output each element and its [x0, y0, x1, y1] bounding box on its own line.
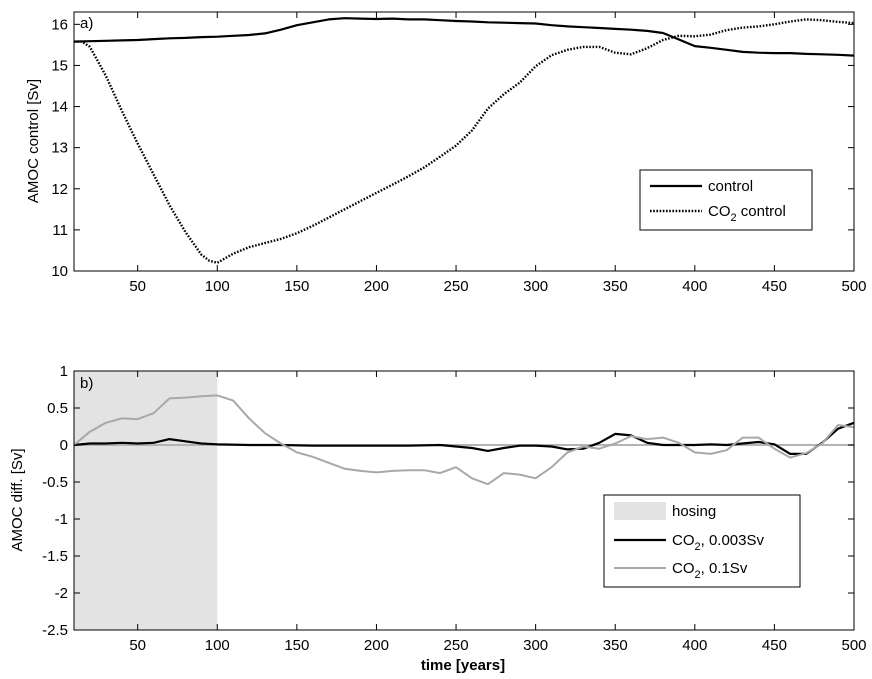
x-tick-label-b-400: 400	[682, 637, 707, 654]
y-tick-label-a-15: 15	[51, 57, 68, 74]
panel-a-series	[73, 17, 855, 264]
panel-b-ticks: 50 100 150 200 250 300 350 400 450 500 -2.5 -2 -1.5 -…	[42, 363, 866, 654]
legend-swatch-hosing	[614, 502, 666, 520]
y-tick-label-a-10: 10	[51, 263, 68, 280]
panel-b: 50 100 150 200 250 300 350 400 450 500 -2.5 -2 -1.5 -…	[9, 363, 867, 674]
y-tick-label-b-0-5: -0.5	[42, 474, 68, 491]
x-tick-label-b-250: 250	[444, 637, 469, 654]
x-tick-label-a-500: 500	[841, 278, 866, 295]
series-line-co2-0-1sv	[73, 394, 855, 486]
x-tick-label-a-100: 100	[205, 278, 230, 295]
x-tick-label-a-450: 450	[762, 278, 787, 295]
panel-a-ticks: 50 100 150 200 250 300 350 400 450 500 10 11 12 13 14 1…	[51, 12, 867, 295]
panel-a-axes-box	[73, 11, 855, 272]
y-tick-label-b-1: -1	[55, 511, 68, 528]
legend-label-co2-control: CO2 control	[708, 203, 786, 224]
panel-b-axes-box	[73, 370, 855, 631]
x-tick-label-b-500: 500	[841, 637, 866, 654]
x-tick-label-b-50: 50	[129, 637, 146, 654]
panel-b-legend: hosing CO2, 0.003Sv CO2, 0.1Sv	[603, 494, 801, 588]
x-tick-label-a-350: 350	[603, 278, 628, 295]
y-tick-label-b-1-5: -1.5	[42, 548, 68, 565]
series-line-co2-control	[74, 18, 855, 264]
panel-b-y-axis-label: AMOC diff. [Sv]	[9, 448, 26, 551]
x-tick-label-a-300: 300	[523, 278, 548, 295]
x-tick-label-b-100: 100	[205, 637, 230, 654]
x-tick-label-a-150: 150	[284, 278, 309, 295]
y-tick-label-a-14: 14	[51, 99, 68, 116]
panel-b-tag: b)	[80, 375, 93, 392]
panel-b-x-axis-label: time [years]	[421, 657, 505, 674]
y-tick-label-b-0: 0	[60, 437, 68, 454]
x-tick-label-a-400: 400	[682, 278, 707, 295]
panel-a: 50 100 150 200 250 300 350 400 450 500 10 11 12 13 14 1…	[25, 11, 867, 295]
x-tick-label-b-200: 200	[364, 637, 389, 654]
y-tick-label-b-2-5: -2.5	[42, 622, 68, 639]
hosing-shaded-region	[74, 371, 218, 630]
y-tick-label-a-13: 13	[51, 140, 68, 157]
legend-label-co2-0003: CO2, 0.003Sv	[672, 532, 765, 553]
x-tick-label-a-250: 250	[444, 278, 469, 295]
x-tick-label-a-50: 50	[129, 278, 146, 295]
series-line-co2-0-003sv	[73, 421, 855, 455]
panel-b-series	[73, 394, 855, 486]
panel-a-y-axis-label: AMOC control [Sv]	[25, 79, 42, 203]
panel-a-tag: a)	[80, 15, 93, 32]
y-tick-label-b-2: -2	[55, 585, 68, 602]
legend-label-co2-01: CO2, 0.1Sv	[672, 560, 748, 581]
y-tick-label-a-16: 16	[51, 16, 68, 33]
legend-label-hosing: hosing	[672, 503, 716, 520]
x-tick-label-a-200: 200	[364, 278, 389, 295]
x-tick-label-b-150: 150	[284, 637, 309, 654]
x-tick-label-b-300: 300	[523, 637, 548, 654]
y-tick-label-a-11: 11	[52, 222, 68, 239]
x-tick-label-b-350: 350	[603, 637, 628, 654]
y-tick-label-b-0-5: 0.5	[47, 400, 68, 417]
legend-label-control: control	[708, 178, 753, 195]
y-tick-label-a-12: 12	[51, 181, 68, 198]
panel-a-legend-box	[639, 169, 813, 231]
y-tick-label-b-1: 1	[60, 363, 68, 380]
x-tick-label-b-450: 450	[762, 637, 787, 654]
panel-a-legend: control CO2 control	[639, 169, 813, 231]
series-line-control	[73, 17, 855, 57]
